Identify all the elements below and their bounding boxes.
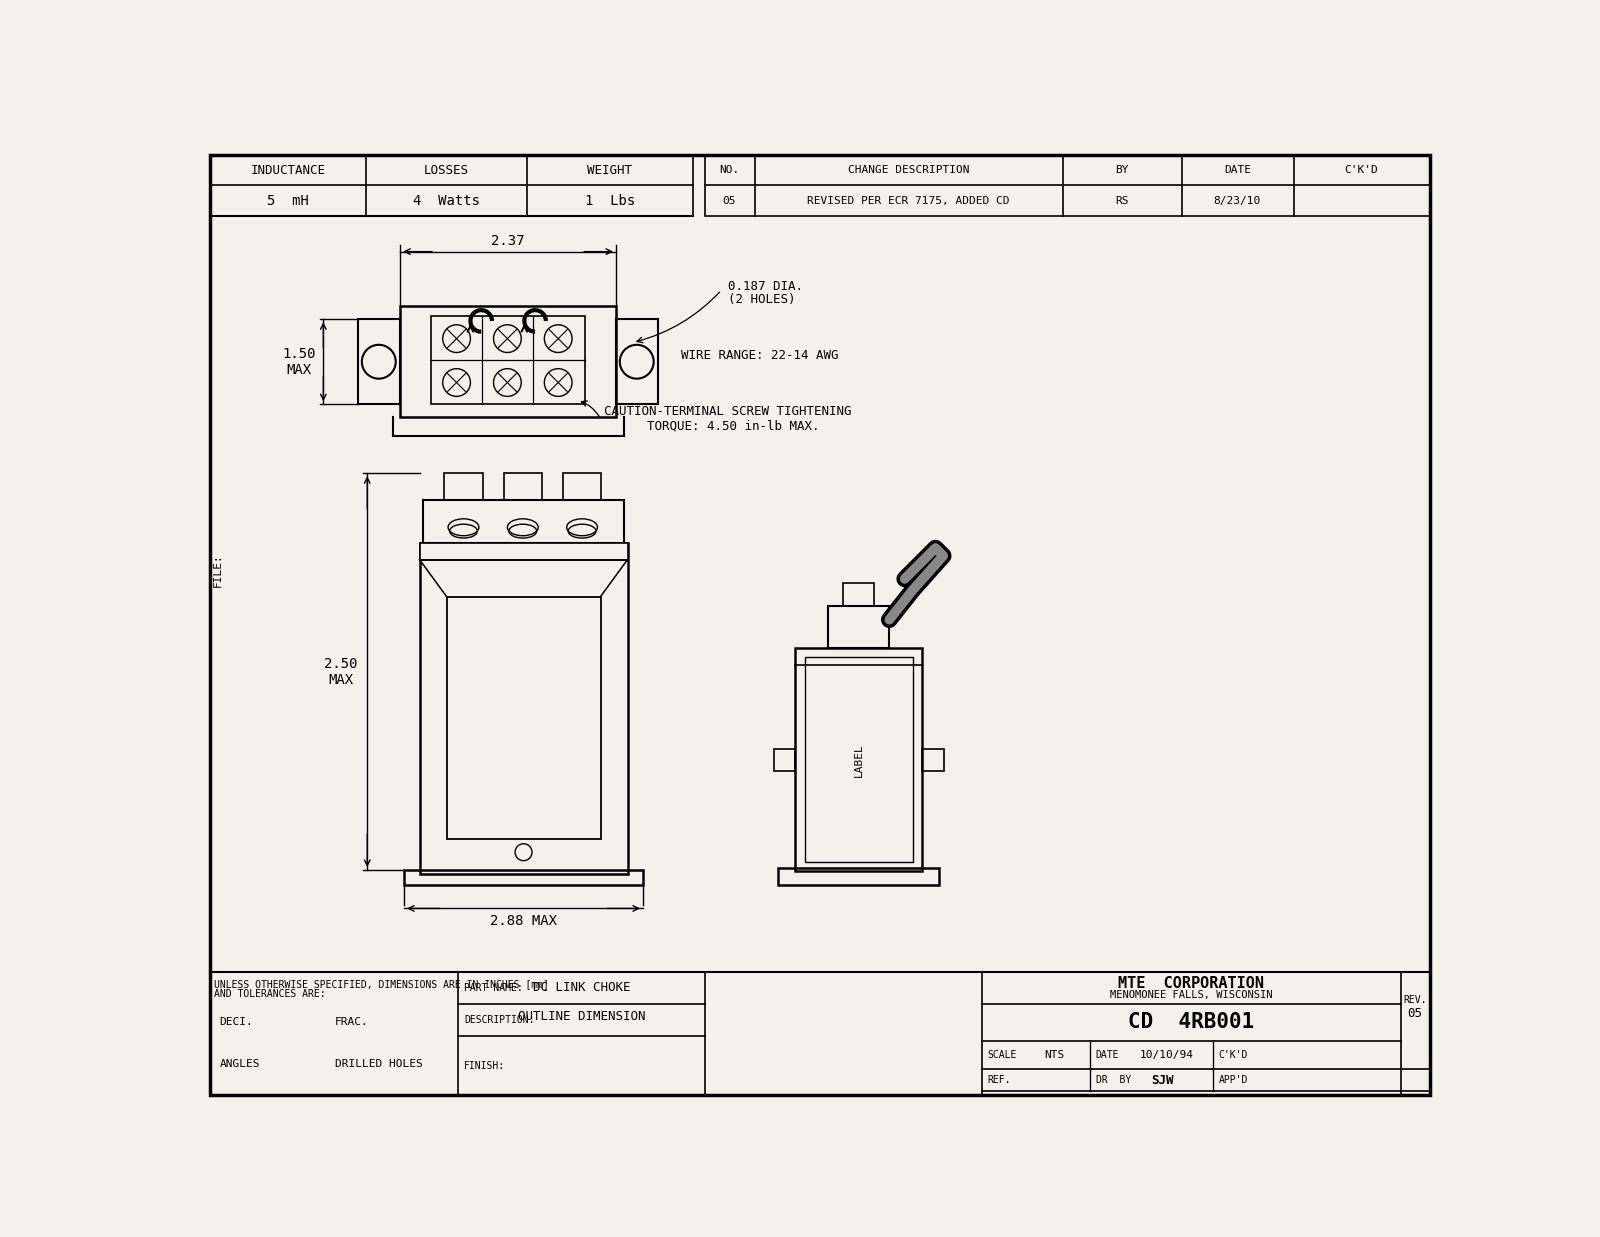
Text: 8/23/10: 8/23/10 [1214,195,1261,205]
Text: INDUCTANCE: INDUCTANCE [251,163,325,177]
Text: 0.187 DIA.: 0.187 DIA. [728,280,803,293]
Bar [704,155,1430,216]
Text: DC LINK CHOKE: DC LINK CHOKE [533,981,630,995]
Bar [424,500,624,543]
Text: 1.50
MAX: 1.50 MAX [282,346,315,377]
Text: CAUTION-TERMINAL SCREW TIGHTENING: CAUTION-TERMINAL SCREW TIGHTENING [605,406,851,418]
Text: UNLESS OTHERWISE SPECIFIED, DIMENSIONS ARE IN INCHES [mm]: UNLESS OTHERWISE SPECIFIED, DIMENSIONS A… [214,980,549,990]
Text: 10/10/94: 10/10/94 [1139,1050,1194,1060]
Text: TORQUE: 4.50 in-lb MAX.: TORQUE: 4.50 in-lb MAX. [646,419,819,432]
Text: DATE: DATE [1096,1050,1118,1060]
Text: DR  BY: DR BY [1096,1075,1131,1085]
Text: PART NAME:: PART NAME: [464,982,523,993]
Bar [405,870,643,886]
Bar [779,868,939,886]
Text: FILE:: FILE: [213,553,222,586]
Text: LOSSES: LOSSES [424,163,469,177]
Text: 2.37: 2.37 [491,234,525,247]
Text: NTS: NTS [1045,1050,1066,1060]
Text: SCALE: SCALE [987,1050,1018,1060]
Bar [419,543,627,873]
Text: AND TOLERANCES ARE:: AND TOLERANCES ARE: [214,990,326,999]
Bar [843,583,874,606]
Text: C'K'D: C'K'D [1344,165,1378,174]
Bar [616,319,658,404]
Text: (2 HOLES): (2 HOLES) [728,293,795,306]
Text: FINISH:: FINISH: [464,1060,506,1070]
Text: BY: BY [1115,165,1128,174]
Text: DATE: DATE [1224,165,1251,174]
Text: CHANGE DESCRIPTION: CHANGE DESCRIPTION [848,165,970,174]
Bar [400,306,616,417]
Text: OUTLINE DIMENSION: OUTLINE DIMENSION [517,1009,645,1023]
Text: ANGLES: ANGLES [219,1059,259,1069]
Bar [795,648,923,872]
Text: NO.: NO. [718,165,739,174]
Text: DESCRIPTION:: DESCRIPTION: [464,1016,534,1025]
Text: 1  Lbs: 1 Lbs [584,194,635,208]
Text: REF.: REF. [987,1075,1011,1085]
Text: MENOMONEE FALLS, WISCONSIN: MENOMONEE FALLS, WISCONSIN [1110,990,1272,999]
Text: REV.: REV. [1403,995,1427,1004]
Text: WEIGHT: WEIGHT [587,163,632,177]
Text: C'K'D: C'K'D [1219,1050,1248,1060]
Bar [774,750,795,771]
Text: SJW: SJW [1152,1074,1174,1086]
Bar [504,474,542,500]
Bar [446,596,600,839]
Text: WIRE RANGE: 22-14 AWG: WIRE RANGE: 22-14 AWG [682,349,838,362]
Text: CD  4RB001: CD 4RB001 [1128,1012,1254,1033]
Text: REVISED PER ECR 7175, ADDED CD: REVISED PER ECR 7175, ADDED CD [808,195,1010,205]
Text: LABEL: LABEL [853,743,864,777]
Text: RS: RS [1115,195,1128,205]
Bar [827,606,890,648]
Bar [923,750,944,771]
Text: 5  mH: 5 mH [267,194,309,208]
Text: DRILLED HOLES: DRILLED HOLES [334,1059,422,1069]
Text: 05: 05 [722,195,736,205]
Text: 05: 05 [1408,1007,1422,1019]
Bar [805,657,914,862]
Text: APP'D: APP'D [1219,1075,1248,1085]
Text: MTE  CORPORATION: MTE CORPORATION [1118,976,1264,991]
Text: 2.50
MAX: 2.50 MAX [325,657,358,687]
Bar [358,319,400,404]
Bar [563,474,602,500]
Text: FRAC.: FRAC. [334,1017,368,1027]
Bar [419,543,627,559]
Bar [445,474,483,500]
Text: 2.88 MAX: 2.88 MAX [490,914,557,928]
Text: DECI.: DECI. [219,1017,253,1027]
Bar [430,315,586,404]
Text: 4  Watts: 4 Watts [413,194,480,208]
